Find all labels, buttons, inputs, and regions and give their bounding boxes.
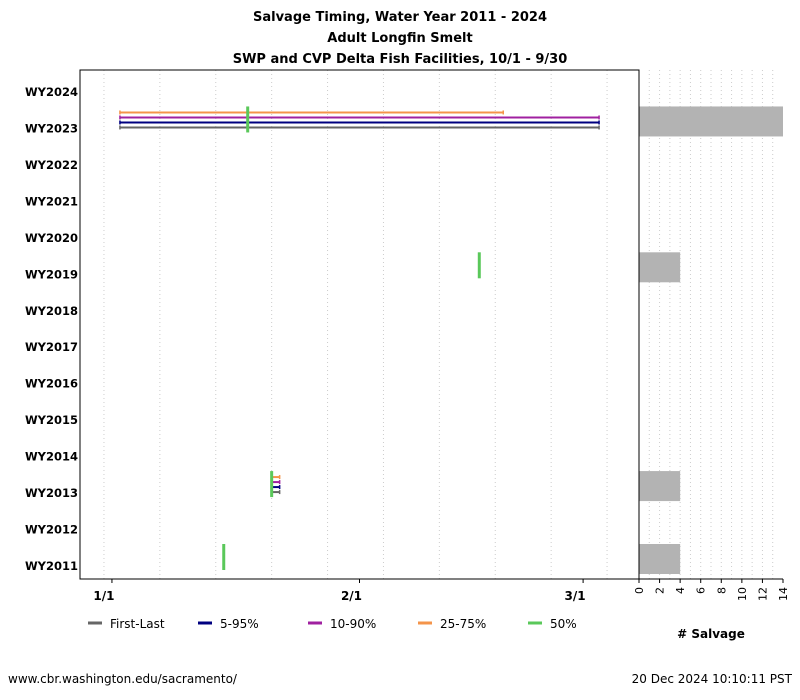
salvage-tick-label: 12 xyxy=(756,587,769,601)
year-label: WY2017 xyxy=(25,340,78,354)
date-tick-label: 2/1 xyxy=(341,589,362,603)
year-label: WY2011 xyxy=(25,559,78,573)
year-label: WY2020 xyxy=(25,231,78,245)
timeline-plot-frame xyxy=(79,69,640,580)
salvage-bar xyxy=(639,544,681,574)
year-label: WY2012 xyxy=(25,523,78,537)
year-label: WY2023 xyxy=(25,121,78,135)
legend-label: First-Last xyxy=(110,617,165,631)
timeline-marks xyxy=(119,106,600,570)
footer-url: www.cbr.washington.edu/sacramento/ xyxy=(8,672,238,686)
year-label: WY2022 xyxy=(25,158,78,172)
salvage-tick-label: 8 xyxy=(715,587,728,594)
chart-title: Salvage Timing, Water Year 2011 - 2024 xyxy=(253,10,547,25)
salvage-axis-label: # Salvage xyxy=(677,627,745,641)
salvage-tick-label: 0 xyxy=(633,587,646,594)
chart-subtitle-facilities: SWP and CVP Delta Fish Facilities, 10/1 … xyxy=(233,52,568,67)
timeline-grid xyxy=(103,70,608,579)
salvage-tick-label: 10 xyxy=(736,587,749,601)
footer-timestamp: 20 Dec 2024 10:10:11 PST xyxy=(632,672,793,686)
salvage-bar xyxy=(639,252,681,283)
date-tick-label: 3/1 xyxy=(565,589,586,603)
legend-label: 25-75% xyxy=(440,617,486,631)
date-axis: 1/1 2/1 3/1 xyxy=(93,579,586,603)
year-label: WY2014 xyxy=(25,450,78,464)
year-axis-labels: WY2011 WY2012 WY2013 WY2014 WY2015 WY2016 WY20… xyxy=(25,85,78,573)
year-label: WY2013 xyxy=(25,486,78,500)
year-label: WY2019 xyxy=(25,267,78,281)
year-label: WY2016 xyxy=(25,377,78,391)
date-tick-label: 1/1 xyxy=(93,589,114,603)
year-label: WY2015 xyxy=(25,413,78,427)
legend: First-Last 5-95% 10-90% 25-75% 50% xyxy=(88,617,577,631)
salvage-bars xyxy=(639,70,783,579)
year-label: WY2021 xyxy=(25,194,78,208)
chart-titles: Salvage Timing, Water Year 2011 - 2024 A… xyxy=(233,10,568,67)
salvage-tick-label: 4 xyxy=(674,587,687,594)
legend-label: 5-95% xyxy=(220,617,259,631)
salvage-tick-label: 6 xyxy=(695,587,708,594)
salvage-bar xyxy=(639,106,783,137)
salvage-tick-label: 14 xyxy=(777,587,790,601)
chart-subtitle: Adult Longfin Smelt xyxy=(327,31,472,46)
year-label: WY2018 xyxy=(25,304,78,318)
legend-label: 10-90% xyxy=(330,617,376,631)
year-label: WY2024 xyxy=(25,85,78,99)
salvage-tick-label: 2 xyxy=(654,587,667,594)
salvage-bar xyxy=(639,471,681,502)
salvage-axis: 0 2 4 6 8 10 12 14 xyxy=(633,579,790,601)
legend-label: 50% xyxy=(550,617,577,631)
